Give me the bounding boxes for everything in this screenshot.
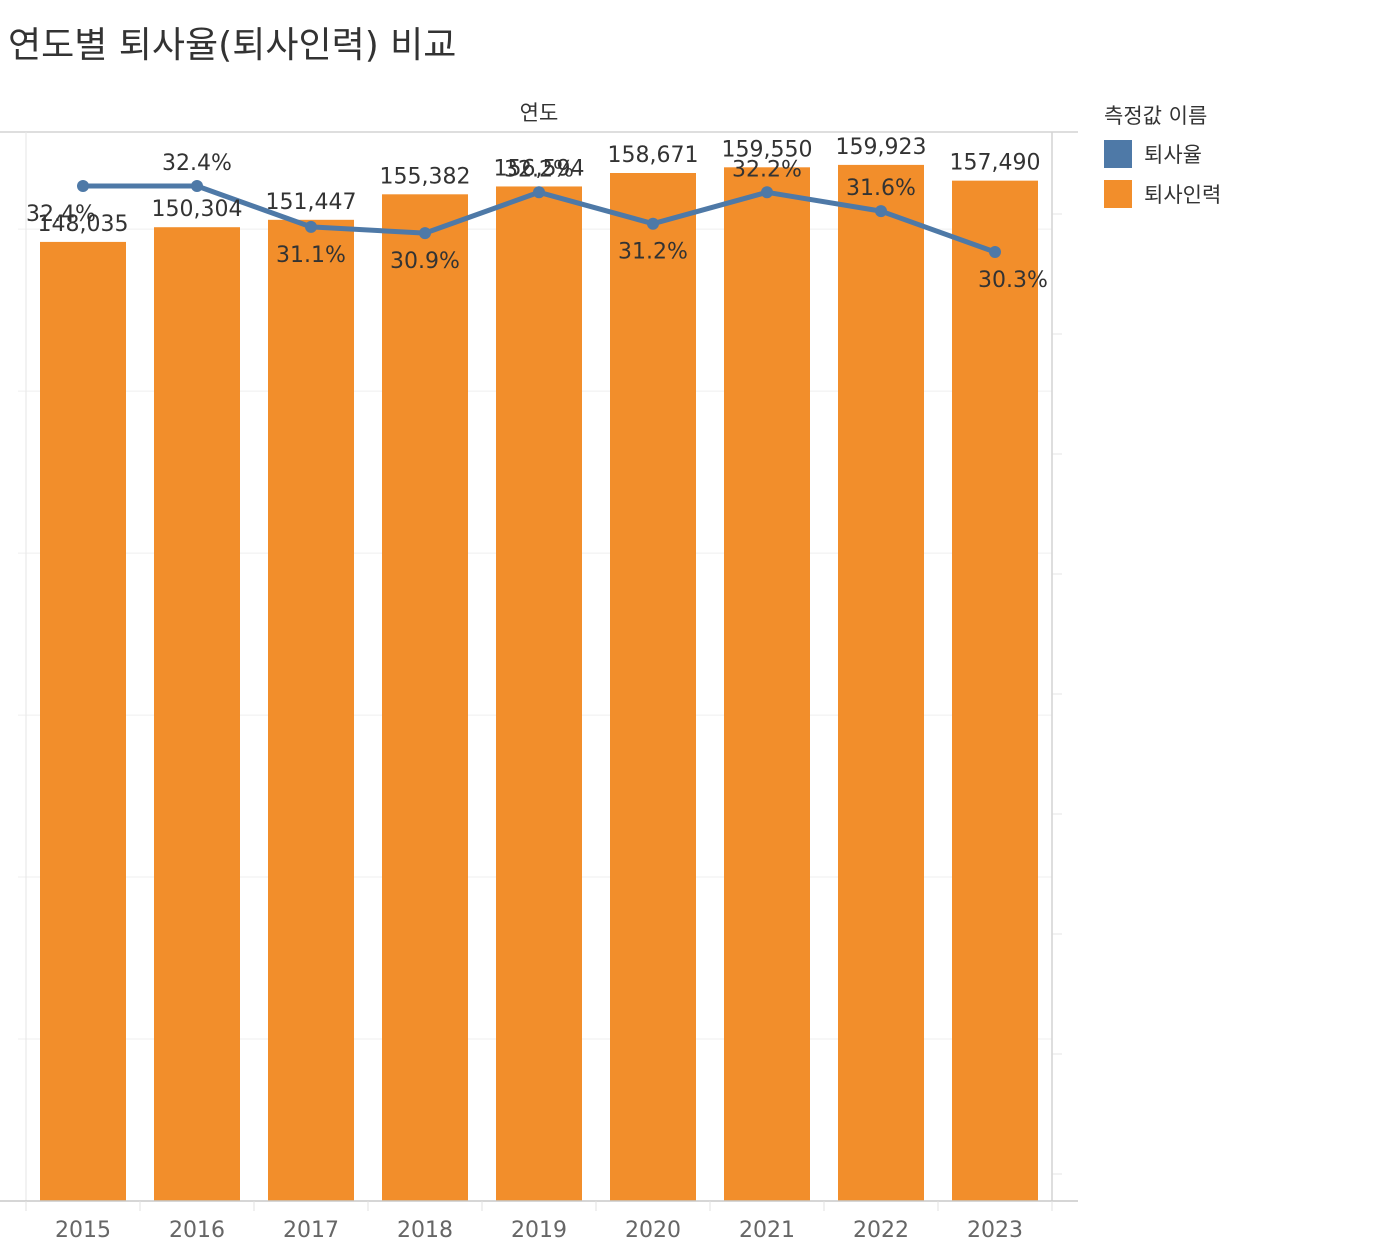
x-tick-label: 2019 bbox=[511, 1218, 567, 1243]
bar[interactable] bbox=[382, 194, 468, 1201]
x-tick-label: 2015 bbox=[55, 1218, 111, 1243]
rate-point[interactable] bbox=[875, 205, 887, 218]
bar-value-label: 156,594 bbox=[494, 156, 585, 181]
legend-label-rate: 퇴사율 bbox=[1144, 143, 1202, 167]
rate-point[interactable] bbox=[989, 246, 1001, 258]
rate-value-label: 32.4% bbox=[162, 151, 232, 176]
bar-value-label: 155,382 bbox=[380, 164, 471, 189]
bar[interactable] bbox=[154, 227, 240, 1201]
bar[interactable] bbox=[838, 164, 924, 1201]
x-tick-label: 2021 bbox=[739, 1218, 795, 1243]
bar[interactable] bbox=[496, 186, 582, 1201]
rate-point[interactable] bbox=[761, 186, 773, 199]
x-tick-label: 2023 bbox=[967, 1218, 1023, 1243]
legend-item-rate[interactable]: 퇴사율 bbox=[1104, 140, 1221, 168]
rate-point[interactable] bbox=[419, 227, 431, 240]
bar[interactable] bbox=[724, 167, 810, 1202]
legend-swatch-rate bbox=[1104, 140, 1132, 168]
bar-value-label: 151,447 bbox=[266, 190, 357, 215]
bar[interactable] bbox=[268, 219, 354, 1201]
rate-value-label: 30.3% bbox=[978, 268, 1048, 293]
bar[interactable] bbox=[952, 180, 1038, 1201]
bar-value-label: 158,671 bbox=[608, 143, 699, 168]
column-header: 연도 bbox=[520, 101, 559, 125]
rate-value-label: 31.6% bbox=[846, 176, 916, 201]
rate-point[interactable] bbox=[533, 186, 545, 199]
legend: 측정값 이름 퇴사율 퇴사인력 bbox=[1104, 100, 1221, 220]
legend-label-count: 퇴사인력 bbox=[1144, 183, 1222, 207]
bar-value-label: 148,035 bbox=[38, 212, 129, 237]
bar-value-label: 150,304 bbox=[152, 197, 243, 222]
bar-value-label: 157,490 bbox=[950, 151, 1041, 176]
legend-item-count[interactable]: 퇴사인력 bbox=[1104, 180, 1221, 208]
rate-value-label: 32.2% bbox=[732, 157, 802, 182]
chart-title: 연도별 퇴사율(퇴사인력) 비교 bbox=[8, 25, 457, 66]
bar-value-label: 159,550 bbox=[722, 137, 813, 162]
legend-title: 측정값 이름 bbox=[1104, 104, 1208, 128]
bar[interactable] bbox=[40, 241, 126, 1201]
rate-value-label: 31.1% bbox=[276, 243, 346, 268]
rate-point[interactable] bbox=[77, 180, 89, 192]
x-tick-label: 2018 bbox=[397, 1218, 453, 1243]
x-tick-label: 2016 bbox=[169, 1218, 225, 1243]
x-tick-label: 2022 bbox=[853, 1218, 909, 1243]
axis-layer: 연도 2015 2016 2017 2018 2019 2020 2021 2022 2023 bbox=[0, 101, 1078, 1243]
bar-value-label: 159,923 bbox=[836, 135, 927, 160]
rate-value-label: 31.2% bbox=[618, 240, 688, 265]
rate-point[interactable] bbox=[305, 220, 317, 233]
x-tick-label: 2020 bbox=[625, 1218, 681, 1243]
rate-value-label: 30.9% bbox=[390, 249, 460, 274]
rate-value-label: 32.2% bbox=[504, 157, 574, 182]
rate-value-label: 32.4% bbox=[26, 202, 96, 227]
line-layer bbox=[77, 180, 1001, 258]
rate-point[interactable] bbox=[647, 217, 659, 230]
label-layer: 148,035 150,304 151,447 155,382 156,594 158,6… bbox=[26, 135, 1048, 293]
rate-point[interactable] bbox=[191, 180, 203, 192]
bar[interactable] bbox=[610, 173, 696, 1201]
x-tick-label: 2017 bbox=[283, 1218, 339, 1243]
bar-layer bbox=[40, 164, 1038, 1202]
legend-swatch-count bbox=[1104, 180, 1132, 208]
